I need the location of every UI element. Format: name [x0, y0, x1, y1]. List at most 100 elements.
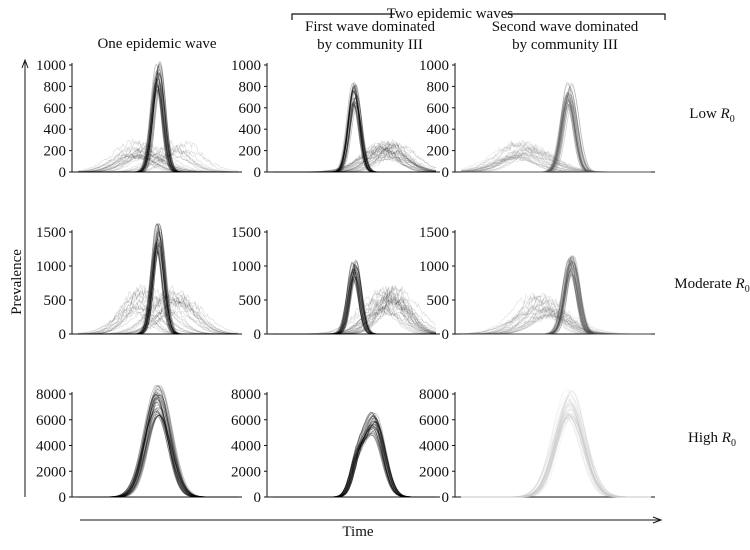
simulation-curve: [273, 297, 437, 335]
simulation-curve: [273, 303, 436, 335]
simulation-curve: [461, 408, 651, 498]
simulation-curve: [461, 305, 651, 335]
simulation-curve: [273, 291, 437, 335]
simulation-curve: [461, 396, 651, 498]
simulation-curve: [78, 223, 238, 335]
simulation-curve: [461, 270, 651, 335]
y-tick-label: 0: [59, 327, 67, 343]
simulation-curve: [460, 148, 651, 173]
simulation-curve: [78, 294, 239, 335]
simulation-curve: [461, 306, 651, 335]
simulation-curve: [273, 430, 436, 498]
simulation-curve: [78, 396, 238, 498]
simulation-curve: [78, 293, 238, 335]
simulation-curve: [273, 285, 436, 335]
simulation-curve: [273, 278, 436, 335]
simulation-curve: [273, 427, 436, 498]
simulation-curve: [461, 256, 651, 335]
simulation-curve: [273, 149, 437, 173]
y-tick-label: 0: [442, 490, 450, 506]
simulation-curve: [78, 397, 238, 498]
simulation-curve: [78, 401, 238, 498]
y-tick-label: 6000: [231, 413, 261, 429]
simulation-curve: [78, 299, 239, 335]
simulation-curve: [78, 70, 238, 173]
simulation-curve: [461, 295, 651, 335]
simulation-curve: [461, 272, 651, 335]
simulation-curve: [461, 305, 651, 335]
simulation-curve: [273, 84, 436, 173]
simulation-curve: [273, 145, 436, 173]
simulation-curve: [273, 155, 437, 173]
simulation-curve: [273, 81, 436, 173]
simulation-curve: [78, 385, 238, 498]
simulation-curve: [273, 426, 436, 498]
simulation-curve: [78, 310, 238, 335]
simulation-curve: [461, 82, 651, 173]
simulation-curve: [461, 399, 651, 498]
simulation-curve: [273, 266, 436, 335]
simulation-curve: [461, 414, 651, 498]
simulation-curve: [273, 414, 436, 498]
simulation-curve: [461, 89, 651, 173]
simulation-curve: [461, 415, 651, 498]
simulation-curve: [78, 147, 238, 173]
simulation-curve: [461, 412, 651, 498]
simulation-curve: [273, 412, 436, 498]
simulation-curve: [461, 403, 651, 498]
simulation-curve: [461, 402, 651, 498]
simulation-curve: [461, 96, 651, 173]
simulation-curve: [273, 104, 436, 173]
simulation-curve: [461, 389, 651, 498]
simulation-curve: [273, 143, 437, 173]
simulation-curve: [273, 293, 437, 335]
simulation-curve: [78, 398, 238, 498]
simulation-curve: [78, 413, 238, 498]
simulation-curve: [78, 154, 238, 173]
column-title: by community III: [317, 37, 423, 53]
simulation-curve: [78, 394, 238, 498]
simulation-curve: [461, 400, 651, 498]
simulation-curve: [78, 245, 238, 335]
simulation-curve: [78, 406, 238, 498]
simulation-curve: [273, 91, 436, 173]
simulation-curve: [461, 261, 651, 335]
simulation-curve: [78, 391, 238, 498]
simulation-curve: [273, 145, 437, 173]
simulation-curve: [78, 223, 238, 335]
simulation-curve: [273, 415, 436, 498]
simulation-curve: [460, 140, 651, 173]
simulation-curve: [78, 144, 238, 173]
simulation-curve: [461, 95, 651, 173]
simulation-curve: [78, 147, 238, 173]
simulation-curve: [78, 299, 238, 335]
simulation-curve: [78, 297, 238, 335]
y-tick-label: 0: [442, 165, 450, 181]
y-tick-label: 0: [442, 327, 450, 343]
simulation-curve: [460, 150, 651, 173]
simulation-curve: [461, 412, 651, 498]
simulation-curve: [78, 229, 238, 335]
simulation-curve: [273, 261, 436, 335]
simulation-curve: [78, 238, 238, 335]
simulation-curve: [273, 413, 436, 498]
simulation-curve: [77, 146, 238, 173]
simulation-curve: [273, 298, 437, 335]
y-tick-label: 0: [59, 165, 67, 181]
simulation-curve: [78, 145, 238, 173]
simulation-curve: [78, 415, 238, 498]
simulation-curve: [78, 150, 238, 173]
simulation-curve: [273, 103, 436, 173]
simulation-curve: [78, 251, 238, 335]
simulation-curve: [461, 414, 651, 498]
simulation-curve: [78, 415, 238, 498]
simulation-curve: [77, 304, 238, 335]
simulation-curve: [273, 420, 436, 498]
simulation-curve: [461, 142, 651, 173]
simulation-curve: [273, 277, 436, 335]
simulation-curve: [461, 402, 651, 498]
simulation-curve: [273, 429, 436, 498]
y-tick-label: 500: [44, 293, 67, 309]
simulation-curve: [461, 94, 651, 173]
simulation-curve: [78, 148, 238, 173]
